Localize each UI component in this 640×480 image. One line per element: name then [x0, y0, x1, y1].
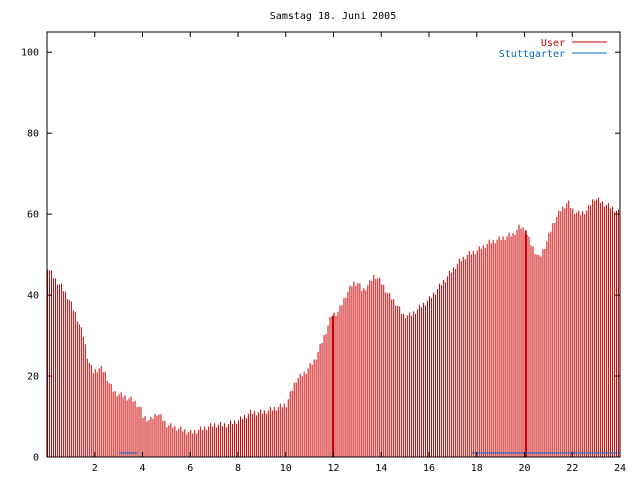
x-tick-label: 6	[187, 463, 193, 474]
x-tick-label: 2	[92, 463, 98, 474]
y-tick-label: 100	[21, 48, 39, 59]
y-tick-label: 60	[27, 210, 39, 221]
chart-title: Samstag 18. Juni 2005	[270, 11, 396, 22]
x-tick-label: 10	[280, 463, 292, 474]
y-tick-label: 20	[27, 372, 39, 383]
legend-label-user: User	[541, 38, 565, 49]
legend-label-stuttgarter: Stuttgarter	[499, 49, 565, 60]
y-tick-label: 0	[33, 453, 39, 464]
x-axis: 2 4 6 8 10 12 14 16 18 20 22 24	[92, 32, 626, 474]
x-tick-label: 24	[614, 463, 626, 474]
x-tick-label: 14	[375, 463, 387, 474]
y-tick-label: 40	[27, 291, 39, 302]
y-axis: 0 20 40 60 80 100	[21, 48, 620, 464]
x-tick-label: 22	[566, 463, 578, 474]
user-bars	[47, 197, 620, 457]
x-tick-label: 20	[518, 463, 530, 474]
x-tick-label: 12	[327, 463, 339, 474]
x-tick-label: 8	[235, 463, 241, 474]
y-tick-label: 80	[27, 129, 39, 140]
x-tick-label: 16	[423, 463, 435, 474]
x-tick-label: 18	[471, 463, 483, 474]
legend: User Stuttgarter	[499, 38, 607, 60]
x-tick-label: 4	[139, 463, 145, 474]
